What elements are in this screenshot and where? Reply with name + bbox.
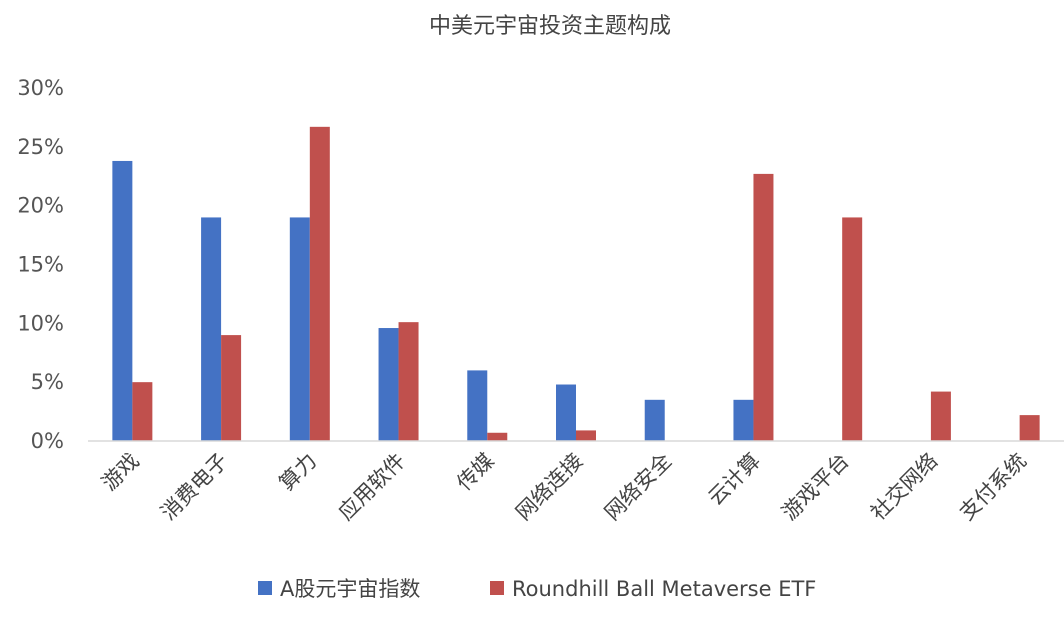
x-category-label: 算力	[275, 449, 322, 496]
bar-series-2	[487, 432, 508, 441]
x-category-label: 应用软件	[334, 449, 410, 525]
x-category-label: 游戏	[97, 449, 144, 496]
bar-series-1	[289, 217, 310, 441]
y-axis: 0% 5% 10% 15% 20% 25% 30%	[17, 76, 64, 453]
legend-label-1: A股元宇宙指数	[280, 577, 420, 601]
bar-series-1	[112, 160, 133, 441]
y-tick-label: 30%	[17, 76, 64, 100]
bar-series-2	[309, 126, 330, 441]
bar-series-2	[842, 217, 863, 441]
x-category-label: 网络安全	[600, 449, 676, 525]
y-tick-label: 5%	[31, 370, 64, 394]
bar-series-1	[201, 217, 222, 441]
y-tick-label: 10%	[17, 311, 64, 335]
bar-series-2	[753, 173, 774, 441]
bar-series-1	[556, 384, 576, 441]
bar-series-1	[467, 370, 488, 441]
x-category-label: 传媒	[452, 449, 499, 496]
legend-label-2: Roundhill Ball Metaverse ETF	[512, 577, 816, 601]
bars	[112, 126, 1040, 441]
bar-series-2	[930, 391, 951, 441]
y-tick-label: 15%	[17, 253, 64, 277]
bar-series-1	[733, 399, 754, 441]
x-category-label: 云计算	[703, 449, 765, 511]
bar-series-1	[644, 399, 665, 441]
y-tick-label: 25%	[17, 135, 64, 159]
bar-series-2	[221, 335, 242, 441]
legend: A股元宇宙指数 Roundhill Ball Metaverse ETF	[258, 577, 816, 601]
chart-title: 中美元宇宙投资主题构成	[429, 14, 671, 39]
bar-series-1	[378, 328, 399, 441]
x-category-label: 游戏平台	[777, 449, 853, 525]
y-tick-label: 0%	[31, 429, 64, 453]
bar-series-2	[398, 322, 419, 441]
bar-series-2	[576, 430, 596, 441]
x-axis-categories: 游戏 消费电子 算力 应用软件 传媒 网络连接 网络安全 云计算 游戏平台 社交网络 支付系统	[97, 449, 1031, 525]
legend-swatch-2	[490, 581, 504, 595]
x-category-label: 网络连接	[511, 449, 587, 525]
x-category-label: 消费电子	[156, 449, 232, 525]
x-category-label: 支付系统	[955, 449, 1031, 525]
y-tick-label: 20%	[17, 194, 64, 218]
bar-series-2	[132, 382, 153, 441]
x-category-label: 社交网络	[866, 449, 942, 525]
legend-swatch-1	[258, 581, 272, 595]
bar-series-2	[1019, 415, 1040, 441]
